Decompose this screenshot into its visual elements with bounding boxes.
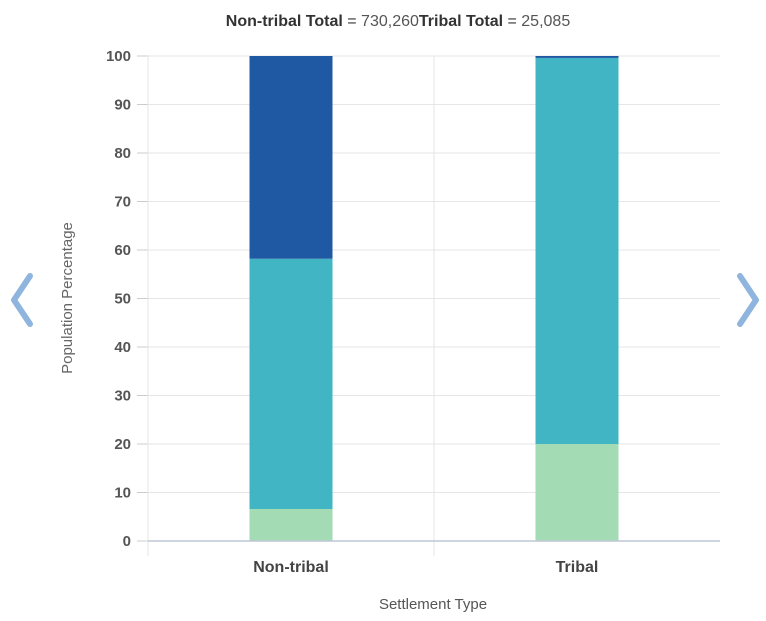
prev-chart-button[interactable]	[6, 270, 36, 330]
bar-segment-tribal-1[interactable]	[535, 57, 619, 444]
axes: 0 10 20 30 40 50 60 70 80 90 100 Non-tribal Tribal	[106, 48, 720, 576]
bar-segment-non-tribal-1[interactable]	[249, 258, 333, 509]
x-axis-title: Settlement Type	[379, 596, 487, 613]
y-tick-label: 90	[114, 97, 131, 114]
bar-segment-tribal-0[interactable]	[535, 444, 619, 541]
nontribal-total-label: Non-tribal Total	[226, 13, 343, 30]
nontribal-total-separator: =	[343, 13, 361, 30]
next-chart-button[interactable]	[734, 270, 764, 330]
chevron-left-icon	[11, 273, 33, 327]
gridlines	[148, 55, 720, 556]
nontribal-total-value: 730,260	[361, 13, 419, 30]
bar-segment-non-tribal-0[interactable]	[249, 508, 333, 541]
y-tick-label: 40	[114, 339, 131, 356]
y-tick-label: 30	[114, 388, 131, 405]
y-tick-label: 80	[114, 145, 131, 162]
chevron-right-icon	[737, 273, 759, 327]
chart-header-totals: Non-tribal Total = 730,260Tribal Total =…	[226, 13, 571, 30]
x-tick-label: Tribal	[556, 559, 599, 576]
x-tick-label: Non-tribal	[253, 559, 329, 576]
y-tick-label: 50	[114, 291, 131, 308]
bar-segment-non-tribal-2[interactable]	[249, 56, 333, 259]
bar-segment-tribal-2[interactable]	[535, 56, 619, 58]
y-tick-label: 70	[114, 194, 131, 211]
y-tick-label: 100	[106, 48, 131, 65]
y-axis-title: Population Percentage	[59, 222, 76, 374]
y-tick-label: 60	[114, 242, 131, 259]
bars	[249, 56, 619, 541]
y-tick-label: 10	[114, 485, 131, 502]
tribal-total-value: 25,085	[521, 13, 570, 30]
tribal-total-label: Tribal Total	[419, 13, 503, 30]
tribal-total-separator: =	[503, 13, 521, 30]
y-tick-label: 0	[123, 533, 131, 550]
y-tick-label: 20	[114, 436, 131, 453]
